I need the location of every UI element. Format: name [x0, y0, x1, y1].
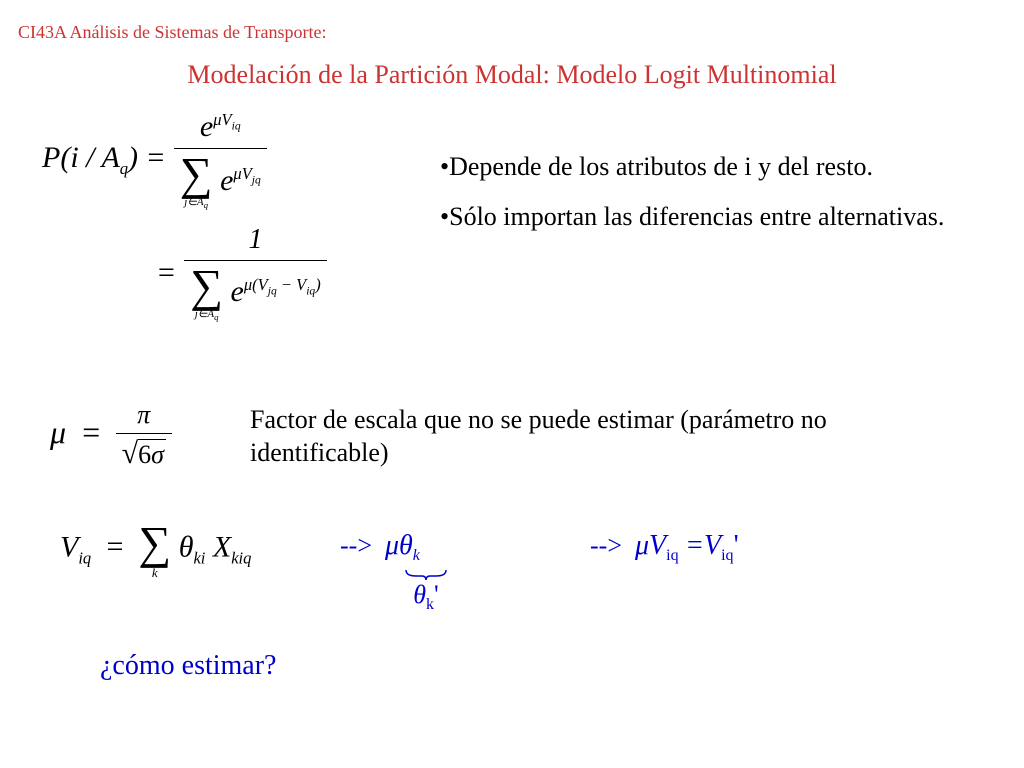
- bullet-item: •Sólo importan las diferencias entre alt…: [440, 200, 990, 234]
- course-header: CI43A Análisis de Sistemas de Transporte…: [18, 22, 327, 43]
- utility-formula: Viq = ∑ k θki Xkiq: [60, 520, 290, 579]
- question-text: ¿cómo estimar?: [100, 650, 276, 682]
- bullet-list: •Depende de los atributos de i y del res…: [440, 150, 990, 250]
- bullet-item: •Depende de los atributos de i y del res…: [440, 150, 990, 184]
- mu-formula: μ = π √6σ: [50, 400, 220, 471]
- factor-text: Factor de escala que no se puede estimar…: [250, 404, 970, 469]
- arrow-muV: --> μViq =Viq': [590, 530, 739, 565]
- arrow-mutheta: --> μθk: [340, 530, 420, 565]
- logit-formula: P(i / Aq) = eμViq ∑ j∈Aq eμVjq = 1 ∑: [42, 110, 402, 322]
- slide-title: Modelación de la Partición Modal: Modelo…: [0, 60, 1024, 90]
- underbrace: θk': [404, 568, 448, 614]
